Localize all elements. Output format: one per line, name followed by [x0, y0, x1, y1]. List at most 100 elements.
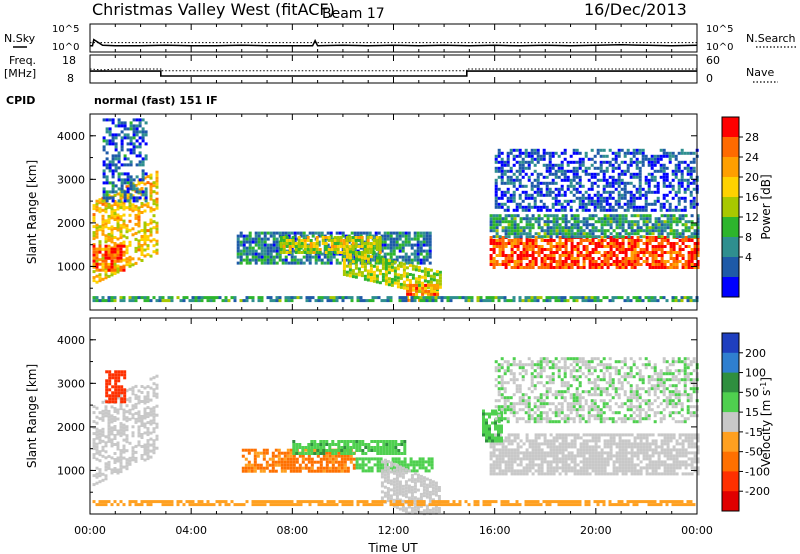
power-cells-cell-3	[281, 258, 285, 262]
vel-cells-cell-2	[352, 457, 356, 461]
vel-cells-cell-3	[394, 443, 398, 446]
power-cells-cell-9	[603, 220, 607, 224]
vel-cells-cell-5	[386, 472, 390, 476]
vel-cells-cell-1	[105, 394, 109, 398]
vel-cells-cell-3	[358, 440, 362, 443]
power-cells-cell-10	[683, 190, 687, 194]
power-cells-cell-9	[630, 229, 634, 233]
power-cells-cell-2	[114, 124, 118, 128]
vel-cells-cell-2	[349, 454, 353, 458]
vel-cells-cell-6	[128, 500, 132, 504]
power-cells-cell-0	[119, 203, 123, 207]
vel-cells-cell-5	[419, 492, 423, 496]
power-cells-cell-8	[660, 263, 664, 266]
power-cells-cell-9	[648, 220, 652, 224]
power-cells-cell-7	[440, 299, 444, 303]
power-cells-cell-2	[108, 169, 112, 173]
power-cells-cell-10	[635, 163, 639, 167]
power-cells-cell-7	[167, 296, 171, 300]
power-cells-cell-0	[152, 190, 156, 194]
power-cells-cell-7	[422, 299, 426, 303]
power-cells-cell-1	[104, 256, 108, 260]
power-cells-cell-10	[554, 196, 558, 200]
power-cells-cell-7	[101, 299, 105, 303]
power-cells-cell-10	[524, 151, 528, 155]
power-cells-cell-7	[494, 296, 498, 300]
power-cells-cell-10	[692, 181, 696, 185]
power-cells-cell-8	[660, 245, 664, 248]
power-cells-cell-9	[666, 217, 670, 221]
vel-cells-cell-0	[140, 385, 144, 388]
power-cells-cell-3	[314, 231, 318, 235]
vel-cells-cell-5	[425, 477, 429, 481]
power-cells-cell-5	[435, 282, 439, 286]
power-cells-cell-4	[300, 242, 304, 245]
power-cells-cell-7	[182, 296, 186, 300]
power-cells-cell-10	[521, 208, 525, 212]
power-cells-cell-2	[135, 199, 139, 203]
power-cells-cell-4	[288, 239, 292, 242]
power-cells-cell-9	[681, 214, 685, 218]
power-cells-cell-5	[399, 273, 403, 277]
power-cells-cell-10	[542, 157, 546, 161]
vel-cells-cell-6	[356, 503, 360, 507]
power-cells-cell-3	[401, 240, 405, 244]
power-cells-cell-10	[614, 187, 618, 191]
power-cells-cell-3	[317, 240, 321, 244]
power-cells-cell-3	[422, 240, 426, 244]
vel-cells-cell-0	[134, 402, 138, 406]
power-cells-cell-5	[396, 264, 400, 268]
power-cells-cell-10	[641, 148, 645, 152]
power-cells-cell-0	[149, 191, 153, 195]
vel-cells-cell-5	[413, 484, 417, 488]
power-cells-cell-10	[620, 187, 624, 191]
vel-cells-cell-0	[152, 415, 156, 419]
power-cells-cell-0	[104, 237, 108, 241]
power-cells-cell-3	[428, 243, 432, 247]
freq-tick-bottom: 8	[67, 72, 74, 85]
vel-cells-cell-0	[149, 377, 153, 381]
power-cells-cell-2	[129, 175, 133, 179]
power-cells-cell-8	[657, 263, 661, 266]
power-cells-cell-10	[653, 163, 657, 167]
power-cells-cell-3	[413, 231, 417, 235]
power-cells-cell-1	[107, 256, 111, 260]
power-cells-cell-4	[279, 239, 283, 242]
power-cells-cell-8	[648, 251, 652, 254]
power-cells-cell-3	[272, 234, 276, 238]
power-cells-cell-10	[659, 175, 663, 179]
power-cells-cell-5	[426, 268, 430, 272]
power-cells-cell-8	[672, 263, 676, 266]
power-cells-cell-7	[491, 296, 495, 300]
power-cells-cell-1	[101, 253, 105, 257]
vel-cells-cell-6	[131, 500, 135, 504]
vel-cells-cell-2	[283, 457, 287, 461]
power-cells-cell-3	[398, 246, 402, 250]
power-cells-cell-10	[671, 172, 675, 176]
vel-cells-cell-4	[364, 457, 368, 461]
power-cells-cell-7	[578, 296, 582, 300]
power-cells-cell-7	[572, 299, 576, 303]
power-cells-cell-4	[312, 248, 316, 251]
power-cells-cell-6	[409, 286, 413, 290]
power-cells-cell-10	[650, 178, 654, 182]
power-cells-cell-7	[662, 296, 666, 300]
power-cells-cell-10	[677, 184, 681, 188]
power-cells-cell-8	[660, 260, 664, 263]
power-cells-cell-8	[690, 257, 694, 260]
power-cells-cell-1	[104, 262, 108, 266]
power-cells-cell-3	[299, 231, 303, 235]
power-cells-cell-7	[170, 296, 174, 300]
power-cells-cell-0	[134, 231, 138, 235]
power-cells-cell-0	[134, 204, 138, 208]
power-cells-cell-0	[104, 204, 108, 208]
power-cells-cell-0	[110, 234, 114, 238]
power-cells-cell-9	[663, 229, 667, 233]
power-cells-cell-3	[401, 231, 405, 235]
power-cells-cell-5	[381, 275, 385, 279]
power-cells-cell-8	[591, 257, 595, 260]
power-cells-cell-9	[576, 223, 580, 227]
power-cells-cell-3	[257, 231, 261, 235]
power-cells-cell-10	[647, 181, 651, 185]
power-cells-cell-2	[138, 154, 142, 158]
